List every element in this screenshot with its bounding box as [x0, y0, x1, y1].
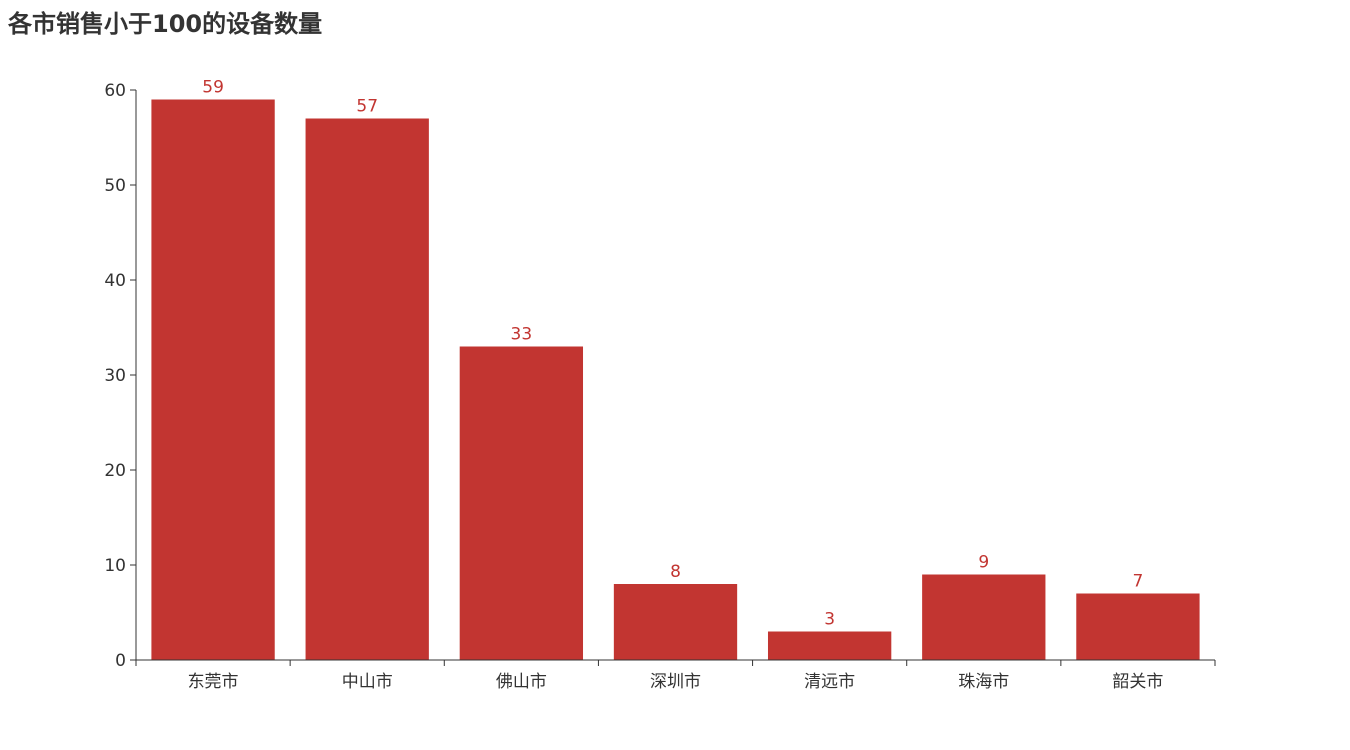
x-tick-label: 清远市: [804, 672, 855, 692]
value-labels-layer: 59 57 33 8 3 9 7: [202, 78, 1143, 630]
bar: [922, 574, 1046, 660]
x-tick-label: 东莞市: [188, 672, 239, 692]
y-tick-label: 40: [104, 271, 126, 291]
y-tick-label: 10: [104, 556, 126, 576]
bar: [459, 346, 584, 660]
data-label: 8: [670, 562, 681, 582]
bar: [151, 99, 275, 660]
data-label: 9: [978, 553, 989, 573]
x-tick-label: 佛山市: [496, 672, 547, 692]
y-tick-label: 0: [115, 651, 126, 671]
x-tick-label: 珠海市: [958, 672, 1009, 692]
bar: [613, 584, 738, 660]
x-tick-label: 韶关市: [1112, 672, 1163, 692]
data-label: 59: [202, 78, 224, 98]
bar: [1076, 593, 1200, 660]
x-tick-label: 深圳市: [650, 672, 701, 692]
bar: [305, 118, 429, 660]
bars-layer: [151, 99, 1200, 660]
x-tick-label: 中山市: [342, 672, 393, 692]
y-tick-label: 30: [104, 366, 126, 386]
bar: [767, 631, 892, 660]
data-label: 33: [511, 325, 533, 345]
y-tick-label: 60: [104, 81, 126, 101]
chart-title: 各市销售小于100的设备数量: [8, 10, 323, 38]
data-label: 7: [1133, 572, 1144, 592]
data-label: 3: [824, 610, 835, 630]
axes-layer: 0 10 20 30 40 50 60 东莞市 中山市 佛山市 深圳市 清远市 珠海市 韶关市: [104, 81, 1216, 692]
y-tick-label: 20: [104, 461, 126, 481]
data-label: 57: [356, 97, 378, 117]
y-tick-label: 50: [104, 176, 126, 196]
